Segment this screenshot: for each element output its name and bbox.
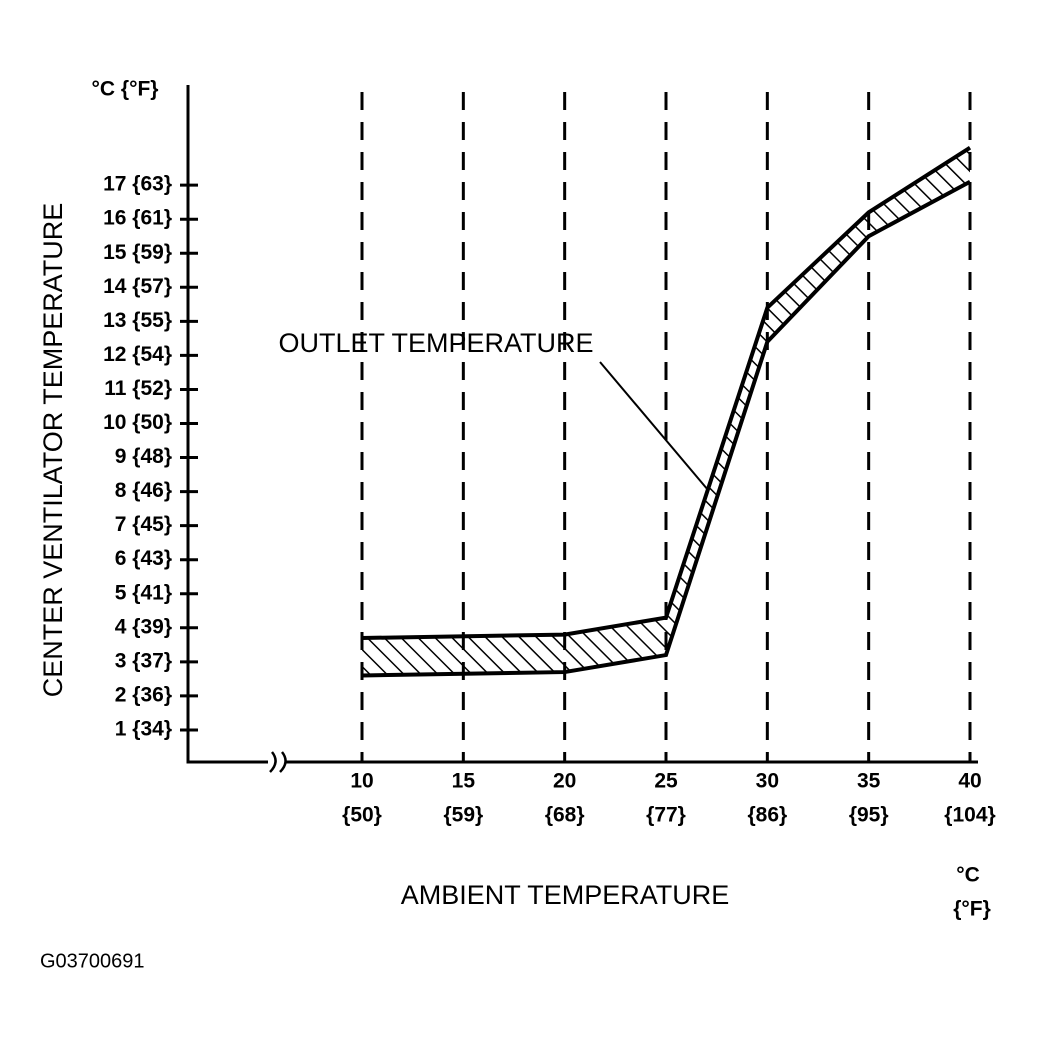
x-tick-sublabel: {68}	[545, 804, 585, 827]
y-tick-label: 6 {43}	[115, 547, 172, 570]
y-tick-label: 5 {41}	[115, 581, 172, 604]
y-tick-label: 14 {57}	[103, 275, 172, 298]
y-tick-label: 1 {34}	[115, 717, 172, 740]
y-tick-label: 4 {39}	[115, 615, 172, 638]
x-axis-label: AMBIENT TEMPERATURE	[401, 880, 730, 910]
figure-id: G03700691	[40, 950, 145, 972]
x-tick-sublabel: {77}	[646, 804, 686, 827]
x-unit: {°F}	[953, 898, 991, 921]
y-tick-label: 10 {50}	[103, 411, 172, 434]
band-fill	[362, 147, 970, 676]
x-tick-label: 40	[958, 770, 981, 793]
x-tick-label: 15	[452, 770, 476, 793]
x-tick-label: 20	[553, 770, 576, 793]
y-unit: °C {°F}	[92, 78, 159, 101]
y-axis-label: CENTER VENTILATOR TEMPERATURE	[38, 203, 68, 698]
y-tick-label: 2 {36}	[115, 683, 172, 706]
axis-break	[269, 751, 287, 773]
y-tick-label: 16 {61}	[103, 207, 172, 230]
leader-line	[599, 361, 709, 491]
y-tick-label: 13 {55}	[103, 309, 172, 332]
annotation: OUTLET TEMPERATURE	[278, 328, 593, 358]
y-tick-label: 15 {59}	[103, 241, 172, 264]
x-tick-sublabel: {104}	[944, 804, 995, 827]
y-tick-label: 7 {45}	[115, 513, 172, 536]
x-unit: °C	[956, 864, 980, 887]
y-tick-label: 11 {52}	[104, 377, 172, 400]
band-edge	[361, 146, 972, 641]
band-edge	[361, 179, 971, 678]
x-tick-sublabel: {59}	[443, 804, 483, 827]
x-tick-label: 30	[756, 770, 779, 793]
x-tick-label: 35	[857, 770, 881, 793]
y-tick-label: 8 {46}	[115, 479, 172, 502]
x-tick-label: 10	[350, 770, 373, 793]
y-tick-label: 12 {54}	[103, 343, 172, 366]
y-tick-label: 17 {63}	[103, 173, 172, 196]
x-tick-sublabel: {95}	[849, 804, 889, 827]
x-tick-sublabel: {86}	[747, 804, 787, 827]
y-tick-label: 3 {37}	[115, 649, 172, 672]
x-tick-label: 25	[654, 770, 678, 793]
y-tick-label: 9 {48}	[115, 445, 172, 468]
x-tick-sublabel: {50}	[342, 804, 382, 827]
axes	[186, 85, 978, 764]
